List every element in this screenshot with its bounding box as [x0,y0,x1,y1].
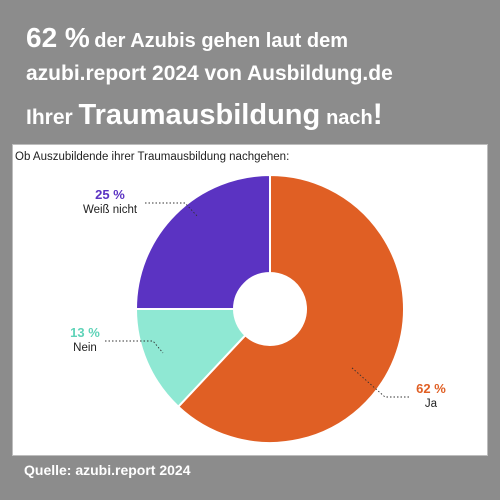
chart-title: Ob Auszubildende ihrer Traumausbildung n… [15,151,290,163]
chart-card: Ob Auszubildende ihrer Traumausbildung n… [12,144,488,456]
headline-word-traumausbildung: Traumausbildung [78,99,321,131]
headline-line-1: 62 % der Azubis gehen laut dem [26,22,348,54]
headline-word-nach: nach [326,107,373,129]
slice-label-nein: 13 % Nein [65,325,105,354]
headline-exclamation: ! [372,98,383,131]
slice-name-weiss-nicht: Weiß nicht [82,204,138,216]
leader-line-weiss-nicht [145,202,199,218]
headline-word-ihrer: Ihrer [26,106,73,129]
donut-chart [105,173,409,444]
slice-name-nein: Nein [73,342,97,354]
slice-ja [176,173,405,444]
slice-label-ja: 62 % Ja [411,381,451,410]
slice-value-ja: 62 % [416,381,446,396]
headline-line-1-text: der Azubis gehen laut dem [94,30,349,52]
slice-value-nein: 13 % [70,325,100,340]
slice-nein [134,308,247,409]
headline-line-3: Ihrer Traumausbildung nach! [26,98,383,132]
leader-line-ja [350,366,409,398]
slice-value-weiss-nicht: 25 % [95,187,125,202]
source-credit: Quelle: azubi.report 2024 [24,462,191,478]
slice-weiss-nicht [134,173,271,310]
slice-label-weiss-nicht: 25 % Weiß nicht [75,187,145,216]
headline-percentage: 62 % [26,22,90,53]
headline-line-2: azubi.report 2024 von Ausbildung.de [26,62,393,85]
slice-name-ja: Ja [424,398,438,410]
